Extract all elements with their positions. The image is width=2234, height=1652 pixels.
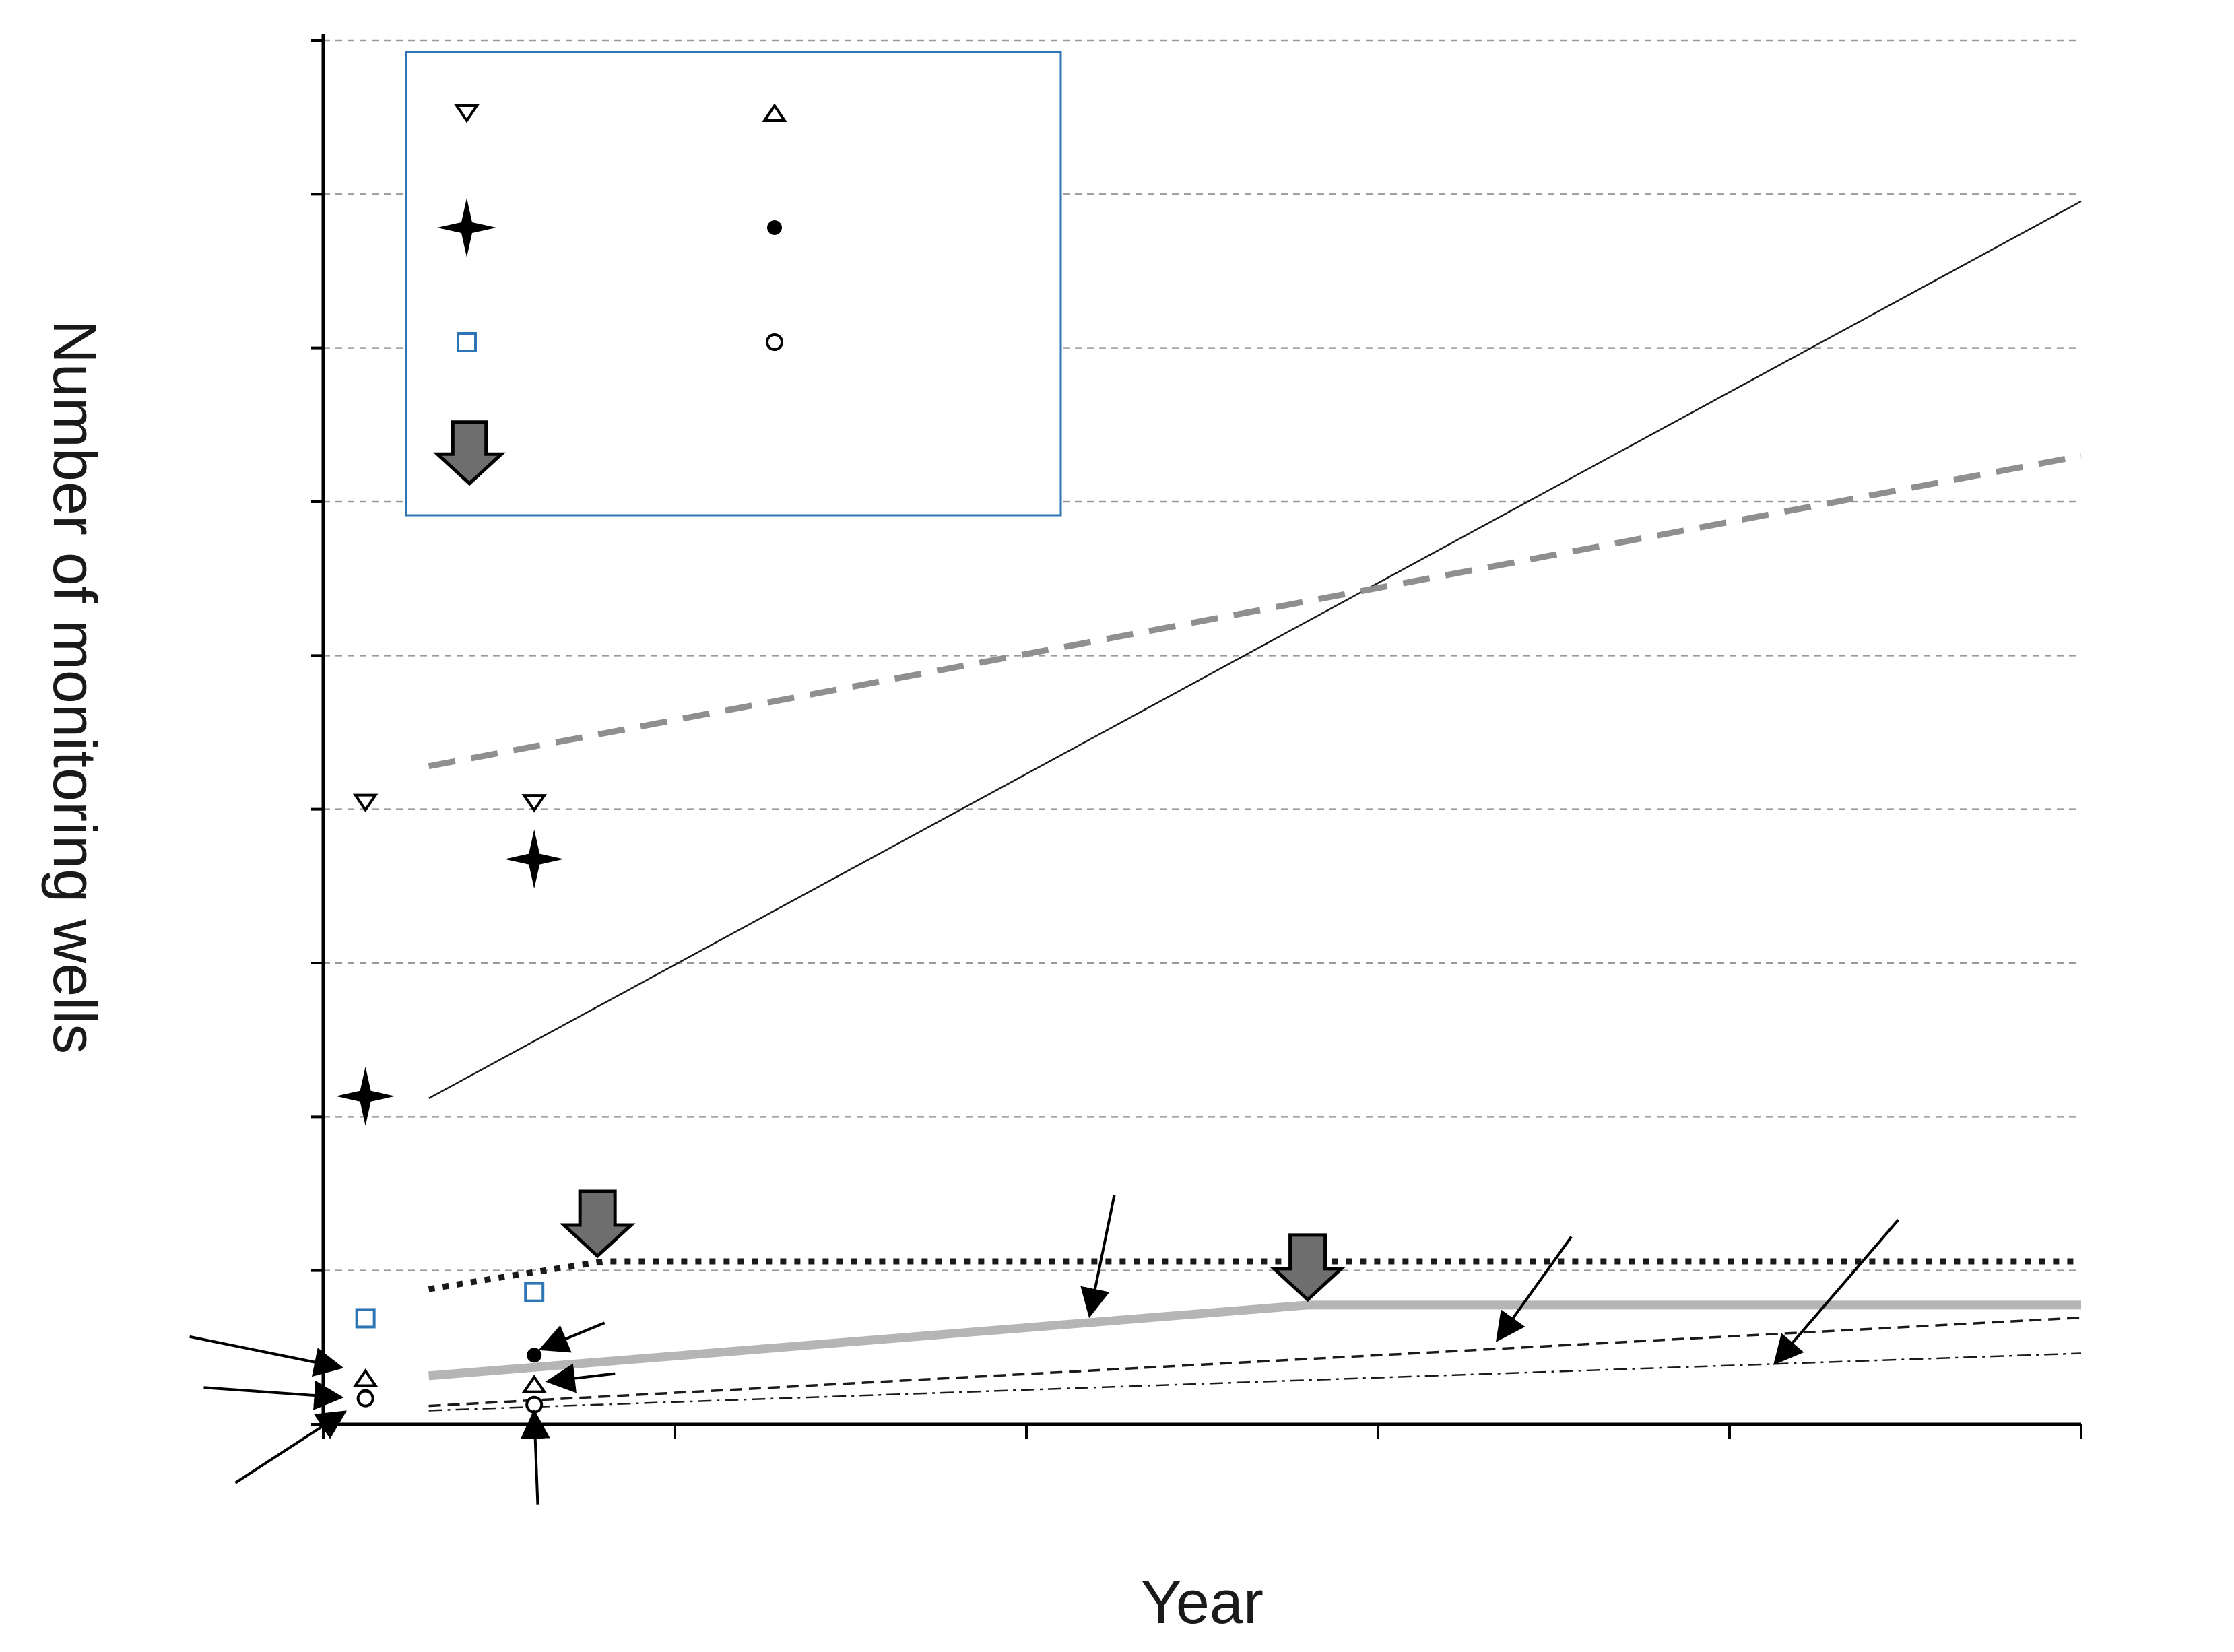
- legend-marker-simn: [762, 103, 787, 122]
- data-point-ngmn: [524, 1282, 545, 1302]
- legend-marker-gqm: [766, 333, 783, 351]
- legend-marker-gmfa: [767, 220, 782, 235]
- data-point-lqmn: [521, 794, 547, 813]
- goal-achieved-arrow: [1270, 1233, 1346, 1302]
- data-point-simn: [521, 1375, 547, 1393]
- annotation-arrow: [203, 1381, 344, 1410]
- annotation-arrow: [520, 1409, 550, 1505]
- data-point-gqm: [525, 1395, 544, 1414]
- annotation-arrow: [545, 1363, 616, 1393]
- legend-box: [405, 51, 1062, 517]
- series-line-simn: [428, 1300, 2081, 1381]
- annotation-arrow: [538, 1321, 605, 1353]
- legend: [405, 51, 1062, 517]
- annotation-arrow: [1773, 1219, 1900, 1366]
- series-line-lqmn: [428, 453, 2082, 770]
- x-axis-title: Year: [1141, 1569, 1263, 1637]
- series-line-ngmn: [428, 1258, 2081, 1292]
- data-point-sgmn: [335, 1066, 395, 1126]
- data-point-sgmn: [504, 829, 564, 889]
- legend-marker-sgmn: [437, 198, 496, 257]
- series-line-gmfa: [428, 1316, 2082, 1408]
- legend-goal-arrow-icon: [433, 420, 506, 486]
- legend-marker-ngmn: [457, 332, 477, 352]
- y-axis-title: Number of monitoring wells: [40, 320, 108, 1054]
- annotation-arrow: [189, 1335, 344, 1377]
- data-points: [335, 793, 564, 1414]
- annotation-arrow: [1495, 1236, 1573, 1342]
- data-point-gmfa: [527, 1348, 542, 1363]
- goal-achieved-arrow: [559, 1189, 636, 1259]
- series-line-gqm: [428, 1352, 2082, 1412]
- data-point-ngmn: [355, 1308, 376, 1329]
- annotation-arrow: [1080, 1195, 1116, 1319]
- legend-marker-lqmn: [454, 104, 480, 123]
- annotation-arrow: [234, 1410, 348, 1484]
- annotations: [189, 1189, 1900, 1505]
- data-point-lqmn: [352, 793, 379, 813]
- data-point-simn: [352, 1368, 379, 1387]
- series-line-sgmn: [428, 200, 2082, 1100]
- data-point-gqm: [356, 1389, 374, 1408]
